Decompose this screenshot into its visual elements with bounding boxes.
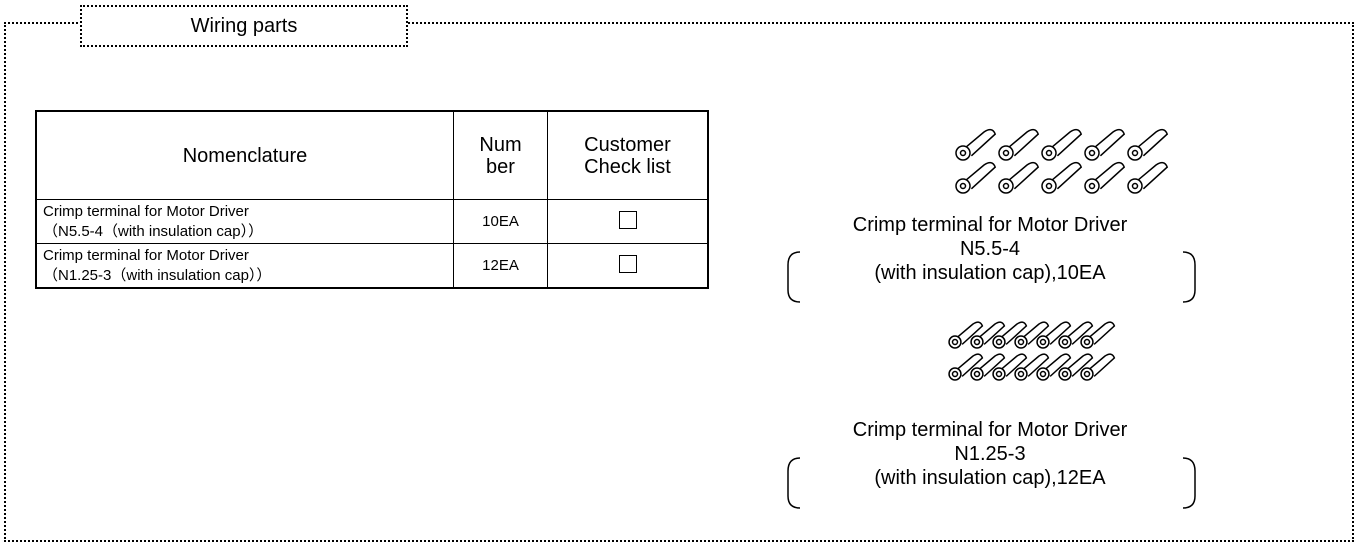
name-line: Crimp terminal for Motor Driver xyxy=(43,246,249,264)
name-cell: Crimp terminal for Motor Driver （N1.25-3（… xyxy=(35,243,454,289)
terminal-icon xyxy=(1041,128,1083,161)
terminal-icon xyxy=(1127,128,1169,161)
bracket xyxy=(787,251,801,303)
number-cell: 12EA xyxy=(453,243,548,289)
terminal-icon xyxy=(1127,161,1169,194)
table-row: Crimp terminal for Motor Driver （N5.5-4（w… xyxy=(35,199,709,244)
caption-line: Crimp terminal for Motor Driver xyxy=(852,214,1128,236)
terminal-icon xyxy=(1014,353,1050,381)
terminal-icon xyxy=(1084,161,1126,194)
terminal-icon xyxy=(955,161,997,194)
terminal-icon xyxy=(992,353,1028,381)
terminal-icon xyxy=(1084,128,1126,161)
terminal-icon xyxy=(1036,353,1072,381)
section-title: Wiring parts xyxy=(190,14,298,37)
terminal-icon xyxy=(948,353,984,381)
caption-line: (with insulation cap),12EA xyxy=(874,467,1106,489)
caption-line: N5.5-4 xyxy=(959,238,1021,260)
bracket xyxy=(787,457,801,509)
page: Wiring parts Nomenclature Num ber Custom… xyxy=(4,5,1354,542)
column-header: Customer Check list xyxy=(547,110,709,200)
header-row: Nomenclature Num ber Customer Check list xyxy=(35,110,709,200)
parts-table: Nomenclature Num ber Customer Check list… xyxy=(35,110,709,289)
terminal-icons xyxy=(948,128,1169,381)
table-row: Crimp terminal for Motor Driver （N1.25-3（… xyxy=(35,243,709,289)
caption: Crimp terminal for Motor Driver N1.25-3 … xyxy=(780,418,1200,490)
terminal-icon xyxy=(955,128,997,161)
terminal-icon xyxy=(998,128,1040,161)
terminal-icon xyxy=(1041,161,1083,194)
number-cell: 10EA xyxy=(453,199,548,244)
column-header: Nomenclature xyxy=(35,110,454,200)
terminal-icon xyxy=(948,321,984,349)
terminal-icon xyxy=(1014,321,1050,349)
bracket xyxy=(1182,457,1196,509)
checkbox[interactable] xyxy=(618,254,637,273)
section-tab: Wiring parts xyxy=(80,5,408,47)
illustrations xyxy=(787,128,1196,509)
caption: Crimp terminal for Motor Driver N5.5-4 (… xyxy=(780,213,1200,285)
caption-line: N1.25-3 xyxy=(954,443,1026,465)
terminal-icon xyxy=(970,321,1006,349)
column-header: Num ber xyxy=(453,110,548,200)
name-line: （N5.5-4（with insulation cap）） xyxy=(43,222,264,240)
terminal-icon xyxy=(992,321,1028,349)
check-cell xyxy=(547,243,709,289)
terminal-icon xyxy=(1036,321,1072,349)
caption-line: (with insulation cap),10EA xyxy=(874,262,1106,284)
caption-line: Crimp terminal for Motor Driver xyxy=(852,419,1128,441)
terminal-icon xyxy=(1080,353,1116,381)
terminal-icon xyxy=(970,353,1006,381)
terminal-icon xyxy=(1058,353,1094,381)
terminal-icon xyxy=(998,161,1040,194)
name-line: Crimp terminal for Motor Driver xyxy=(43,202,249,220)
bracket xyxy=(1182,251,1196,303)
name-line: （N1.25-3（with insulation cap）） xyxy=(43,266,272,284)
name-cell: Crimp terminal for Motor Driver （N5.5-4（w… xyxy=(35,199,454,244)
terminal-icon xyxy=(1058,321,1094,349)
check-cell xyxy=(547,199,709,244)
checkbox[interactable] xyxy=(618,210,637,229)
terminal-icon xyxy=(1080,321,1116,349)
